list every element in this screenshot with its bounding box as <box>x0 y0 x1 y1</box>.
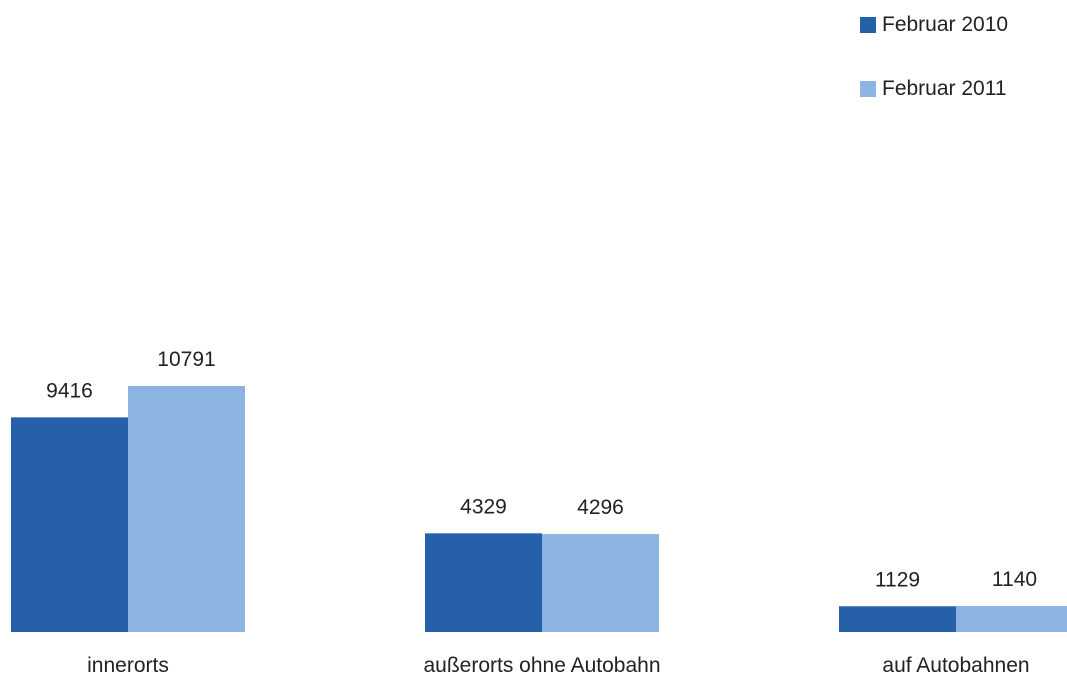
legend-label-february-2011: Februar 2011 <box>882 77 1007 100</box>
legend-swatch-february-2010 <box>860 17 876 33</box>
value-label-3-series-2: 1140 <box>992 568 1037 591</box>
legend-item-february-2011: Februar 2011 <box>860 72 1008 106</box>
value-label-1-series-2: 10791 <box>157 348 215 371</box>
bar-3-series-2 <box>956 606 1067 632</box>
bar-1-series-2 <box>128 386 245 632</box>
category-labels: innerorts außerorts ohne Autobahn auf Auto… <box>87 654 1029 677</box>
value-label-1-series-1: 9416 <box>46 379 93 402</box>
bar-2-series-2 <box>542 534 659 632</box>
value-label-2-series-2: 4296 <box>577 496 624 519</box>
bar-1-series-1 <box>11 417 128 632</box>
bar-2-series-1 <box>425 533 542 632</box>
category-label-3: auf Autobahnen <box>882 654 1029 677</box>
chart-legend: Februar 2010 Februar 2011 <box>860 8 1008 136</box>
bar-3-series-1 <box>839 606 956 632</box>
value-labels: 9416 10791 4329 4296 1129 1140 <box>46 348 1037 591</box>
category-label-2: außerorts ohne Autobahn <box>423 654 660 677</box>
value-label-2-series-1: 4329 <box>460 495 507 518</box>
category-label-1: innerorts <box>87 654 169 677</box>
legend-label-february-2010: Februar 2010 <box>882 13 1009 36</box>
value-label-3-series-1: 1129 <box>875 568 920 591</box>
plot-area <box>11 386 1067 632</box>
legend-item-february-2010: Februar 2010 <box>860 8 1008 42</box>
legend-swatch-february-2011 <box>860 81 876 97</box>
